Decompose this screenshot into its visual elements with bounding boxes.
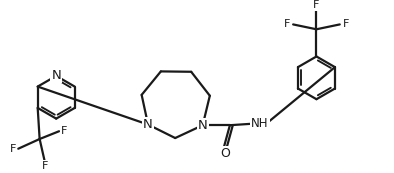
Text: F: F [313,0,320,10]
Text: O: O [220,147,230,160]
Text: F: F [10,144,17,154]
Text: N: N [51,69,61,82]
Text: N: N [198,119,208,132]
Text: F: F [61,126,67,136]
Text: F: F [42,161,48,171]
Text: N: N [143,118,153,131]
Text: F: F [342,19,349,29]
Text: F: F [284,19,290,29]
Text: NH: NH [251,117,269,130]
